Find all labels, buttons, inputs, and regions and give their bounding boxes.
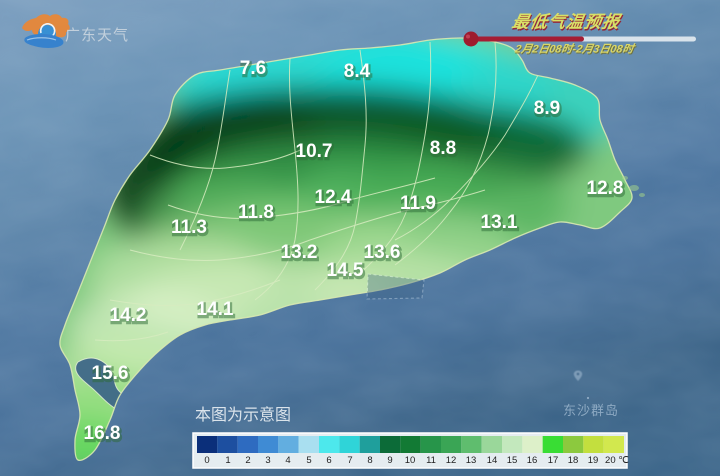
svg-text:14.1: 14.1 (197, 299, 234, 320)
svg-text:13: 13 (466, 455, 477, 466)
svg-text:1: 1 (225, 455, 230, 466)
svg-text:本图为示意图: 本图为示意图 (195, 405, 291, 424)
svg-text:13.2: 13.2 (281, 242, 318, 263)
svg-text:11.3: 11.3 (171, 217, 207, 238)
svg-text:14.2: 14.2 (110, 305, 147, 326)
svg-text:10.7: 10.7 (296, 141, 333, 162)
svg-text:11.8: 11.8 (238, 202, 274, 223)
svg-text:5: 5 (306, 455, 311, 466)
svg-text:12.4: 12.4 (315, 187, 352, 208)
svg-text:14: 14 (487, 455, 498, 466)
svg-text:20 ℃: 20 ℃ (605, 455, 629, 466)
svg-text:11.9: 11.9 (400, 193, 436, 214)
svg-text:4: 4 (285, 455, 290, 466)
svg-text:8.8: 8.8 (430, 138, 456, 159)
svg-text:8: 8 (367, 455, 372, 466)
svg-text:14.5: 14.5 (327, 260, 364, 281)
svg-text:7: 7 (347, 455, 352, 466)
svg-text:东沙群岛: 东沙群岛 (563, 403, 619, 418)
svg-text:19: 19 (588, 455, 599, 466)
svg-text:0: 0 (204, 455, 209, 466)
svg-text:10: 10 (405, 455, 416, 466)
svg-text:13.6: 13.6 (364, 242, 401, 263)
svg-text:17: 17 (548, 455, 559, 466)
svg-text:18: 18 (568, 455, 579, 466)
svg-text:3: 3 (265, 455, 270, 466)
svg-text:8.9: 8.9 (534, 98, 560, 119)
svg-text:9: 9 (387, 455, 392, 466)
svg-text:8.4: 8.4 (344, 61, 371, 82)
svg-text:13.1: 13.1 (481, 212, 518, 233)
svg-text:6: 6 (326, 455, 331, 466)
svg-text:16: 16 (527, 455, 538, 466)
svg-text:15: 15 (507, 455, 518, 466)
svg-text:11: 11 (426, 455, 436, 466)
svg-text:最低气温预报: 最低气温预报 (510, 12, 623, 32)
svg-text:12: 12 (446, 455, 457, 466)
svg-text:15.6: 15.6 (92, 363, 129, 384)
svg-text:16.8: 16.8 (84, 423, 121, 444)
svg-text:7.6: 7.6 (240, 58, 266, 79)
svg-text:2: 2 (245, 455, 250, 466)
svg-text:12.8: 12.8 (587, 178, 624, 199)
svg-text:2月2日08时-2月3日08时: 2月2日08时-2月3日08时 (513, 43, 637, 56)
svg-text:广东天气: 广东天气 (65, 27, 129, 44)
